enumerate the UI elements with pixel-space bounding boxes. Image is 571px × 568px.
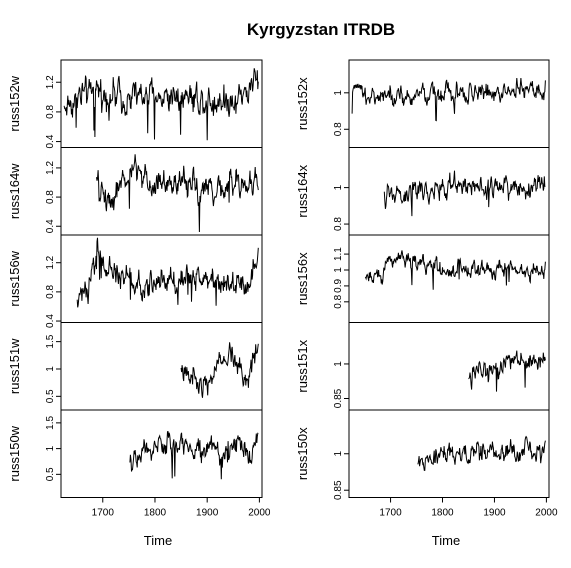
panel-russ164x: 0.8 1 russ164x (295, 147, 550, 236)
y-tick-label: 0.4 (45, 134, 56, 148)
panel-russ150w: 0.5 1 1.5 russ150w 1700 1800 1900 2000 (7, 409, 271, 519)
y-axis-label-russ156w: russ156w (7, 250, 22, 306)
y-tick-label: 1.1 (333, 247, 344, 261)
series-line-russ150w (129, 430, 259, 480)
chart-title: Kyrgyzstan ITRDB (247, 20, 395, 39)
y-tick-label: 1 (333, 184, 344, 190)
series-line-russ152x (351, 77, 546, 122)
x-tick-label: 1900 (483, 508, 506, 519)
panel-russ152x: 0.8 1 russ152x (295, 59, 550, 148)
y-tick-label: 1 (45, 366, 56, 372)
y-tick-label: 0.8 (45, 105, 56, 119)
y-tick-label: 0.85 (333, 480, 344, 500)
x-tick-label: 2000 (248, 508, 271, 519)
y-tick-label: 1 (333, 451, 344, 457)
y-tick-label: 1.2 (45, 255, 56, 269)
y-tick-label: 0.8 (333, 217, 344, 231)
x-tick-label: 1800 (144, 508, 167, 519)
y-tick-label: 1.5 (45, 334, 56, 348)
y-axis-label-russ151x: russ151x (295, 339, 310, 392)
x-axis-label-right: Time (432, 533, 460, 548)
panel-russ151x: 0.85 1 russ151x (295, 322, 550, 411)
y-tick-label: 1 (45, 445, 56, 451)
x-tick-label: 1700 (379, 508, 402, 519)
y-axis-label-russ152x: russ152x (295, 77, 310, 130)
y-tick-label: 1 (333, 267, 344, 273)
series-line-russ164x (383, 170, 546, 217)
y-tick-label: 0.8 (45, 284, 56, 298)
y-tick-label: 1.5 (45, 415, 56, 429)
y-tick-label: 0.4 (45, 219, 56, 233)
panels: 0.4 0.8 1.2 russ152w 0.4 0.8 1.2 russ164w 0.4 0.8… (7, 59, 558, 519)
y-tick-label: 0.9 (333, 279, 344, 293)
series-line-russ151x (468, 350, 546, 392)
y-axis-label-russ156x: russ156x (295, 252, 310, 305)
y-axis-label-russ152w: russ152w (7, 75, 22, 131)
y-tick-label: 0.4 (45, 314, 56, 328)
x-tick-label: 1800 (431, 508, 454, 519)
y-axis-label-russ164w: russ164w (7, 163, 22, 219)
series-line-russ164w (96, 154, 259, 233)
panel-frame-russ150w (60, 409, 263, 498)
panel-frame-russ156x (348, 234, 550, 323)
panel-russ156x: 0.80.9 1 1.1 russ156x (295, 234, 550, 323)
y-tick-label: 1.2 (45, 161, 56, 175)
series-line-russ156w (76, 237, 259, 308)
series-line-russ152w (63, 68, 259, 141)
y-axis-label-russ164x: russ164x (295, 164, 310, 217)
y-tick-label: 0.8 (333, 294, 344, 308)
y-tick-label: 0.8 (333, 122, 344, 136)
y-tick-label: 0.85 (333, 388, 344, 408)
panel-frame-russ151x (348, 322, 550, 411)
y-tick-label: 1.2 (45, 75, 56, 89)
x-tick-label: 2000 (535, 508, 558, 519)
panel-frame-russ151w (60, 322, 263, 411)
x-tick-label: 1700 (92, 508, 115, 519)
panel-russ150x: 0.85 1 russ150x 1700 1800 1900 2000 (295, 409, 558, 519)
x-tick-label: 1900 (196, 508, 219, 519)
y-tick-label: 1 (333, 90, 344, 96)
y-axis-label-russ150x: russ150x (295, 427, 310, 480)
panel-russ164w: 0.4 0.8 1.2 russ164w (7, 147, 263, 236)
y-tick-label: 0.8 (45, 190, 56, 204)
panel-russ151w: 0.5 1 1.5 russ151w (7, 322, 263, 411)
x-axis-label-left: Time (144, 533, 172, 548)
y-tick-label: 0.5 (45, 467, 56, 481)
y-tick-label: 1 (333, 361, 344, 367)
panel-frame-russ152x (348, 59, 550, 148)
series-line-russ156x (364, 250, 546, 290)
y-axis-label-russ151w: russ151w (7, 338, 22, 394)
panel-frame-russ164w (60, 147, 263, 236)
y-axis-label-russ150w: russ150w (7, 425, 22, 481)
panel-russ156w: 0.4 0.8 1.2 russ156w (7, 234, 263, 328)
panel-russ152w: 0.4 0.8 1.2 russ152w (7, 59, 263, 149)
series-line-russ151w (180, 342, 259, 398)
y-tick-label: 0.5 (45, 389, 56, 403)
series-line-russ150x (417, 435, 546, 471)
